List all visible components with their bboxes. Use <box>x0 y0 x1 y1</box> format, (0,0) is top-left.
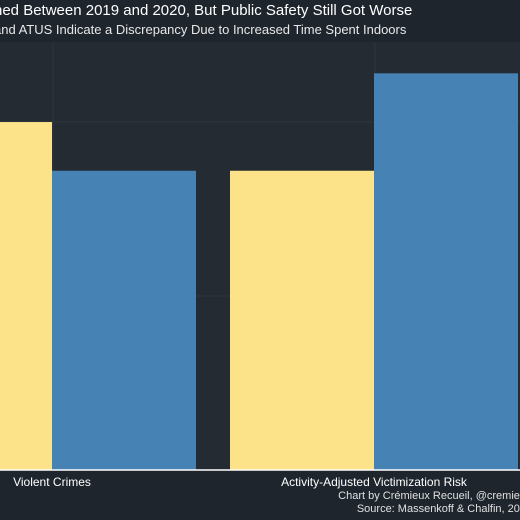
caption-source: Source: Massenkoff & Chalfin, 202 <box>356 503 520 515</box>
bar-0-0 <box>0 122 52 470</box>
x-tick-label-0: Violent Crimes <box>13 475 91 489</box>
caption-credit: Chart by Crémieux Recueil, @cremieu <box>338 490 520 502</box>
bar-1-0 <box>230 170 374 470</box>
chart-title: ned Between 2019 and 2020, But Public Sa… <box>0 2 413 19</box>
bar-0-1 <box>52 170 196 470</box>
bar-1-1 <box>374 73 518 470</box>
x-tick-label-1: Activity-Adjusted Victimization Risk <box>281 475 468 489</box>
chart-subtitle: and ATUS Indicate a Discrepancy Due to I… <box>0 22 407 37</box>
